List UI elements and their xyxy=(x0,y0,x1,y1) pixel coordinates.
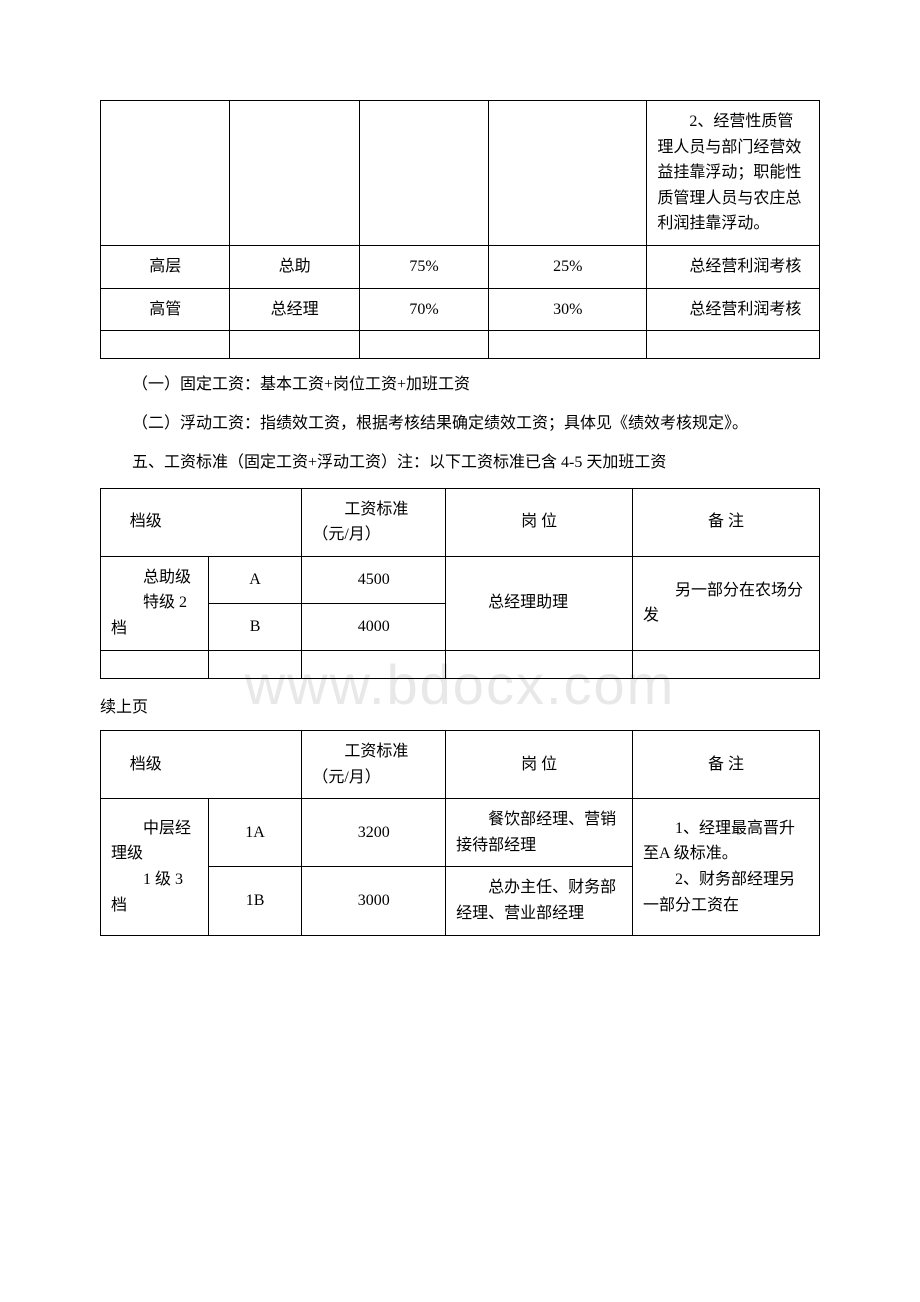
continue-label: 续上页 xyxy=(100,695,820,721)
cell xyxy=(101,650,209,678)
table-row: 高管 总经理 70% 30% 总经营利润考核 xyxy=(101,288,820,331)
cell xyxy=(230,331,359,359)
cell xyxy=(489,101,647,246)
cell xyxy=(101,331,230,359)
header-level: 档级 xyxy=(101,731,302,799)
cell: 高管 xyxy=(101,288,230,331)
cell-remark: 1、经理最高晋升至A 级标准。 2、财务部经理另一部分工资在 xyxy=(633,799,820,935)
cell: 1B xyxy=(208,867,301,935)
cell: 3200 xyxy=(302,799,446,867)
header-wage: 工资标准（元/月） xyxy=(302,731,446,799)
cell xyxy=(489,331,647,359)
cell xyxy=(446,650,633,678)
cell: A xyxy=(208,556,301,603)
cell-level-group: 中层经理级 1 级 3 档 xyxy=(101,799,209,935)
header-position: 岗 位 xyxy=(446,488,633,556)
cell: 25% xyxy=(489,245,647,288)
table-wage-standard-1: 档级 工资标准（元/月） 岗 位 备 注 总助级 特级 2档 A 4500 总经… xyxy=(100,488,820,679)
cell xyxy=(230,101,359,246)
cell xyxy=(302,650,446,678)
table-salary-structure: 2、经营性质管理人员与部门经营效益挂靠浮动；职能性质管理人员与农庄总利润挂靠浮动… xyxy=(100,100,820,359)
cell: 1A xyxy=(208,799,301,867)
cell xyxy=(208,650,301,678)
table-row xyxy=(101,331,820,359)
level-line1: 中层经理级 xyxy=(111,816,198,867)
level-line2: 1 级 3 档 xyxy=(111,867,198,918)
table-row: 总助级 特级 2档 A 4500 总经理助理 另一部分在农场分发 xyxy=(101,556,820,603)
table-row: 档级 工资标准（元/月） 岗 位 备 注 xyxy=(101,731,820,799)
table-row: 中层经理级 1 级 3 档 1A 3200 餐饮部经理、营销接待部经理 1、经理… xyxy=(101,799,820,867)
header-wage: 工资标准（元/月） xyxy=(302,488,446,556)
cell xyxy=(647,331,820,359)
cell: 2、经营性质管理人员与部门经营效益挂靠浮动；职能性质管理人员与农庄总利润挂靠浮动… xyxy=(647,101,820,246)
cell xyxy=(359,331,488,359)
cell xyxy=(359,101,488,246)
paragraph-floating-wage: （二）浮动工资：指绩效工资，根据考核结果确定绩效工资；具体见《绩效考核规定》。 xyxy=(100,410,820,439)
table-row xyxy=(101,650,820,678)
cell: 4500 xyxy=(302,556,446,603)
cell: 总助 xyxy=(230,245,359,288)
cell: 总经营利润考核 xyxy=(647,245,820,288)
cell: 75% xyxy=(359,245,488,288)
cell: 4000 xyxy=(302,603,446,650)
table-row: 档级 工资标准（元/月） 岗 位 备 注 xyxy=(101,488,820,556)
table-row: 2、经营性质管理人员与部门经营效益挂靠浮动；职能性质管理人员与农庄总利润挂靠浮动… xyxy=(101,101,820,246)
table-wage-standard-2: 档级 工资标准（元/月） 岗 位 备 注 中层经理级 1 级 3 档 1A 32… xyxy=(100,730,820,936)
header-remark: 备 注 xyxy=(633,731,820,799)
cell: 3000 xyxy=(302,867,446,935)
table-row: 高层 总助 75% 25% 总经营利润考核 xyxy=(101,245,820,288)
cell-position: 总经理助理 xyxy=(446,556,633,650)
paragraph-fixed-wage: （一）固定工资：基本工资+岗位工资+加班工资 xyxy=(100,371,820,400)
header-remark: 备 注 xyxy=(633,488,820,556)
cell-position: 总办主任、财务部经理、营业部经理 xyxy=(446,867,633,935)
header-level: 档级 xyxy=(101,488,302,556)
cell-remark: 另一部分在农场分发 xyxy=(633,556,820,650)
cell: B xyxy=(208,603,301,650)
cell: 高层 xyxy=(101,245,230,288)
header-position: 岗 位 xyxy=(446,731,633,799)
cell: 总经营利润考核 xyxy=(647,288,820,331)
cell-position: 餐饮部经理、营销接待部经理 xyxy=(446,799,633,867)
cell: 总经理 xyxy=(230,288,359,331)
level-line2: 特级 2档 xyxy=(111,590,198,641)
cell: 30% xyxy=(489,288,647,331)
cell-level-group: 总助级 特级 2档 xyxy=(101,556,209,650)
cell xyxy=(633,650,820,678)
cell: 70% xyxy=(359,288,488,331)
paragraph-wage-standard: 五、工资标准（固定工资+浮动工资）注：以下工资标准已含 4-5 天加班工资 xyxy=(100,449,820,478)
cell xyxy=(101,101,230,246)
level-line1: 总助级 xyxy=(111,565,198,591)
